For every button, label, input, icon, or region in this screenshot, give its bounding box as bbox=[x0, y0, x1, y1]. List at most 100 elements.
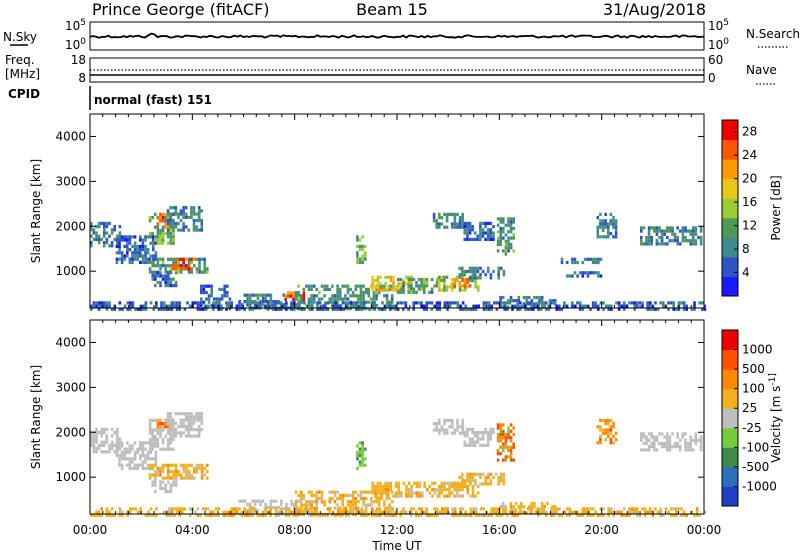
data-cell bbox=[97, 307, 101, 311]
x-tick-label: 16:00 bbox=[482, 523, 517, 537]
data-cell bbox=[586, 274, 590, 278]
data-cell bbox=[504, 242, 508, 247]
data-cell bbox=[699, 229, 703, 233]
data-cell bbox=[184, 257, 188, 261]
data-cell bbox=[390, 500, 394, 504]
data-cell bbox=[533, 501, 536, 506]
data-cell bbox=[352, 304, 356, 308]
data-cell bbox=[542, 301, 545, 305]
data-cell bbox=[248, 307, 252, 311]
data-cell bbox=[251, 513, 254, 517]
data-cell bbox=[179, 218, 183, 223]
data-cell bbox=[597, 260, 600, 265]
data-cell bbox=[156, 225, 160, 229]
data-cell bbox=[198, 463, 201, 467]
data-cell bbox=[676, 242, 679, 246]
data-cell bbox=[423, 287, 426, 291]
data-cell bbox=[201, 507, 205, 511]
data-cell bbox=[469, 494, 472, 498]
data-cell bbox=[351, 493, 355, 497]
data-cell bbox=[182, 260, 185, 265]
data-cell bbox=[471, 472, 474, 476]
data-cell bbox=[207, 304, 210, 308]
data-cell bbox=[358, 460, 362, 464]
data-cell bbox=[199, 307, 202, 311]
data-cell bbox=[168, 507, 171, 511]
colorbar-tick-label: 16 bbox=[742, 195, 757, 209]
data-cell bbox=[667, 510, 670, 514]
data-cell bbox=[161, 274, 165, 278]
data-cell bbox=[529, 510, 532, 514]
data-cell bbox=[282, 293, 286, 297]
data-cell bbox=[128, 260, 132, 264]
data-cell bbox=[336, 284, 339, 288]
data-cell bbox=[443, 212, 446, 216]
data-cell bbox=[374, 285, 377, 289]
data-cell bbox=[164, 219, 167, 223]
data-cell bbox=[389, 304, 392, 308]
data-cell bbox=[405, 494, 408, 498]
data-cell bbox=[415, 513, 418, 517]
data-cell bbox=[376, 488, 380, 492]
data-cell bbox=[307, 500, 311, 504]
data-cell bbox=[614, 219, 618, 223]
data-cell bbox=[212, 304, 215, 308]
data-cell bbox=[331, 497, 334, 501]
data-cell bbox=[499, 445, 502, 449]
data-cell bbox=[261, 513, 265, 517]
data-cell bbox=[647, 229, 651, 233]
data-cell bbox=[571, 274, 574, 278]
data-cell bbox=[259, 301, 262, 305]
data-cell bbox=[672, 307, 675, 311]
data-cell bbox=[402, 284, 405, 288]
data-cell bbox=[458, 219, 462, 223]
data-cell bbox=[139, 248, 142, 252]
data-cell bbox=[420, 510, 423, 514]
data-cell bbox=[441, 510, 444, 514]
data-cell bbox=[251, 499, 254, 503]
data-cell bbox=[154, 470, 157, 474]
data-cell bbox=[297, 509, 300, 513]
data-cell bbox=[509, 236, 513, 240]
data-cell bbox=[640, 242, 643, 246]
data-cell bbox=[184, 434, 188, 438]
data-cell bbox=[484, 427, 487, 431]
data-cell bbox=[154, 238, 157, 242]
data-cell bbox=[689, 448, 692, 452]
data-cell bbox=[496, 426, 500, 430]
data-cell bbox=[164, 225, 167, 229]
data-cell bbox=[653, 445, 656, 449]
data-cell bbox=[443, 418, 446, 422]
data-cell bbox=[354, 513, 358, 517]
data-cell bbox=[254, 509, 257, 513]
data-cell bbox=[699, 242, 703, 246]
data-cell bbox=[423, 290, 426, 294]
data-cell bbox=[92, 237, 96, 241]
data-cell bbox=[269, 499, 273, 503]
data-cell bbox=[684, 445, 687, 449]
data-cell bbox=[351, 509, 355, 513]
data-cell bbox=[420, 494, 424, 498]
data-cell bbox=[115, 260, 119, 264]
data-cell bbox=[169, 284, 173, 288]
data-cell bbox=[474, 472, 477, 476]
data-cell bbox=[120, 463, 124, 467]
data-cell bbox=[649, 301, 652, 305]
data-cell bbox=[144, 513, 148, 517]
data-cell bbox=[362, 503, 365, 507]
data-cell bbox=[501, 501, 505, 506]
data-cell bbox=[581, 307, 584, 311]
data-cell bbox=[512, 249, 515, 253]
data-cell bbox=[299, 294, 303, 298]
data-cell bbox=[321, 307, 324, 311]
data-cell bbox=[312, 513, 316, 517]
data-cell bbox=[383, 507, 387, 511]
data-cell bbox=[509, 501, 513, 506]
data-cell bbox=[279, 304, 283, 308]
data-cell bbox=[170, 307, 174, 311]
data-cell bbox=[264, 502, 267, 506]
data-cell bbox=[647, 242, 651, 246]
data-cell bbox=[120, 254, 124, 258]
data-cell bbox=[141, 444, 145, 448]
data-cell bbox=[199, 513, 202, 517]
